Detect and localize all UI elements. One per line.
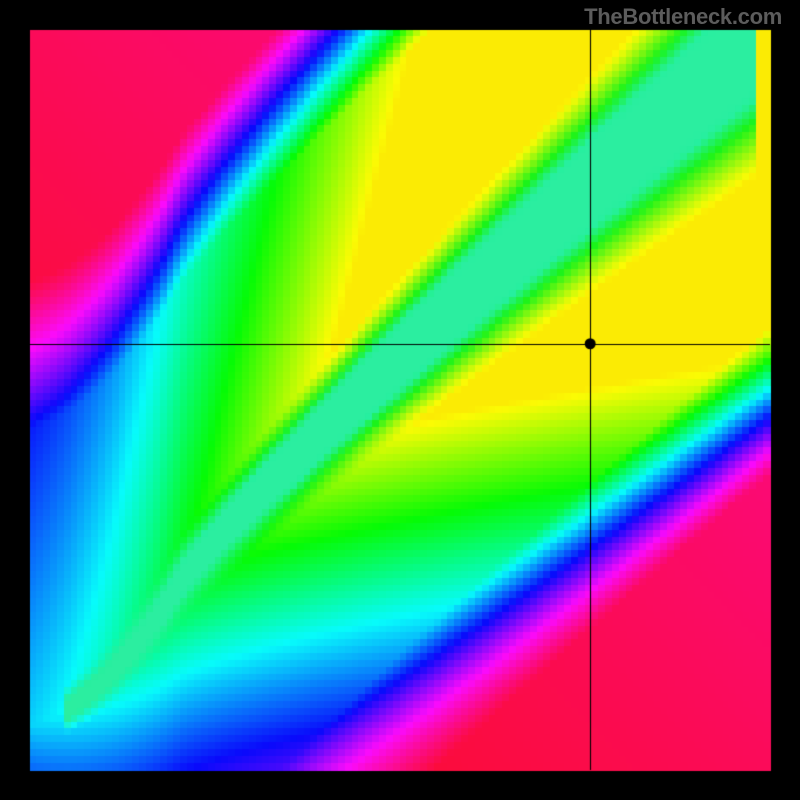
watermark-text: TheBottleneck.com (584, 4, 782, 30)
chart-container: TheBottleneck.com (0, 0, 800, 800)
heatmap-canvas (0, 0, 800, 800)
